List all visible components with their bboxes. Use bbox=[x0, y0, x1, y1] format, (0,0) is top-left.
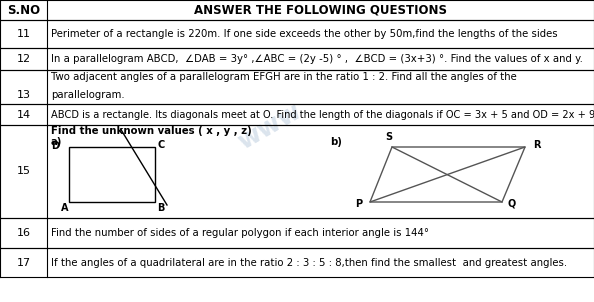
Text: 17: 17 bbox=[17, 258, 30, 268]
Text: D: D bbox=[51, 141, 59, 151]
Text: A: A bbox=[61, 203, 69, 213]
Text: Q: Q bbox=[507, 199, 515, 209]
Text: 15: 15 bbox=[17, 166, 30, 176]
Text: a): a) bbox=[51, 137, 62, 147]
Text: In a parallelogram ABCD,  ∠DAB = 3y° ,∠ABC = (2y -5) ° ,  ∠BCD = (3x+3) °. Find : In a parallelogram ABCD, ∠DAB = 3y° ,∠AB… bbox=[51, 54, 583, 64]
Text: S: S bbox=[386, 132, 393, 142]
Text: 13: 13 bbox=[17, 90, 30, 100]
Text: 14: 14 bbox=[17, 110, 30, 120]
Text: P: P bbox=[355, 199, 362, 209]
Text: parallelogram.: parallelogram. bbox=[51, 90, 125, 100]
Text: If the angles of a quadrilateral are in the ratio 2 : 3 : 5 : 8,then find the sm: If the angles of a quadrilateral are in … bbox=[51, 258, 567, 268]
Text: ABCD is a rectangle. Its diagonals meet at O. Find the length of the diagonals i: ABCD is a rectangle. Its diagonals meet … bbox=[51, 110, 594, 120]
Text: 11: 11 bbox=[17, 29, 30, 39]
Text: Perimeter of a rectangle is 220m. If one side exceeds the other by 50m,find the : Perimeter of a rectangle is 220m. If one… bbox=[51, 29, 558, 39]
Text: S.NO: S.NO bbox=[7, 4, 40, 17]
Text: Two adjacent angles of a parallelogram EFGH are in the ratio 1 : 2. Find all the: Two adjacent angles of a parallelogram E… bbox=[51, 72, 517, 82]
Text: 16: 16 bbox=[17, 228, 30, 238]
Text: Find the number of sides of a regular polygon if each interior angle is 144°: Find the number of sides of a regular po… bbox=[51, 228, 429, 238]
Text: C: C bbox=[158, 140, 165, 150]
Text: B: B bbox=[157, 203, 165, 213]
Text: Find the unknown values ( x , y , z): Find the unknown values ( x , y , z) bbox=[51, 126, 252, 136]
Text: 12: 12 bbox=[17, 54, 30, 64]
Text: R: R bbox=[533, 140, 541, 150]
Text: ANSWER THE FOLLOWING QUESTIONS: ANSWER THE FOLLOWING QUESTIONS bbox=[194, 4, 447, 17]
Text: b): b) bbox=[330, 137, 342, 147]
Text: www: www bbox=[234, 99, 306, 155]
